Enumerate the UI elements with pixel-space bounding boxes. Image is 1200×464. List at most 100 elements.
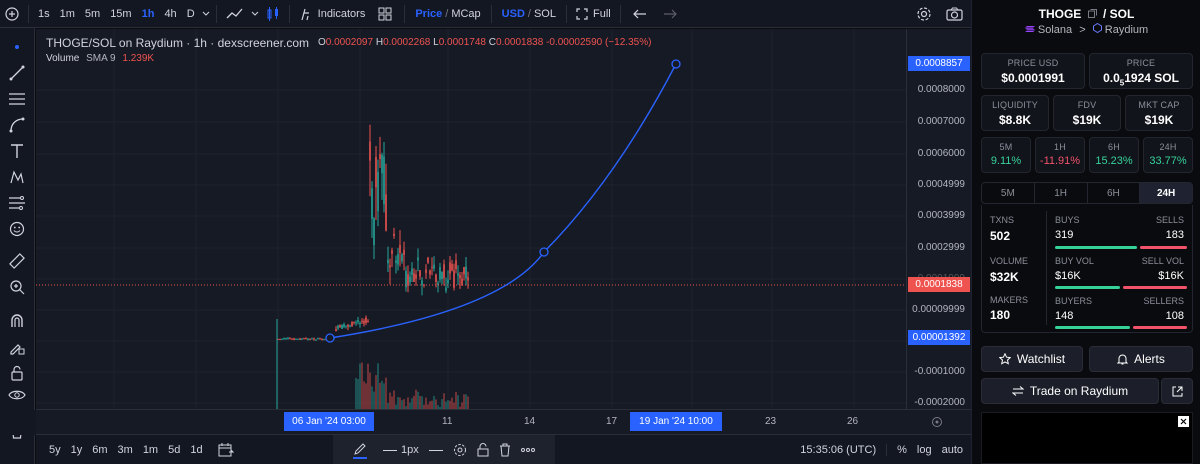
price-mcap-toggle[interactable]: Price / MCap: [409, 0, 486, 28]
interval-1h[interactable]: 1h: [141, 7, 155, 20]
range-5d[interactable]: 5d: [168, 443, 181, 456]
interval-5m[interactable]: 5m: [84, 7, 101, 20]
delete-drawing-icon[interactable]: [499, 443, 511, 457]
drawing-settings-icon[interactable]: [453, 443, 467, 457]
dex-name[interactable]: Raydium: [1104, 24, 1149, 36]
utc-clock[interactable]: 15:35:06 (UTC): [800, 443, 877, 456]
pencil-color-icon[interactable]: [353, 442, 367, 459]
drawn-curve[interactable]: [329, 63, 677, 339]
tab-1h[interactable]: 1H: [1035, 183, 1088, 203]
range-5y[interactable]: 5y: [49, 443, 61, 456]
tab-24h[interactable]: 24H: [1140, 183, 1192, 203]
stroke-width-selector[interactable]: 1px: [383, 444, 419, 456]
copy-icon[interactable]: [1087, 9, 1097, 18]
interval-4h[interactable]: 4h: [164, 7, 177, 20]
tab-5m[interactable]: 5M: [982, 183, 1035, 203]
curve-tool-icon[interactable]: [6, 114, 28, 136]
pattern-tool-icon[interactable]: [6, 166, 28, 188]
price-axis-label: 0.0007000: [917, 116, 965, 127]
candle-body: [371, 188, 373, 219]
goto-date-icon[interactable]: [218, 442, 234, 457]
range-1d[interactable]: 1d: [190, 443, 203, 456]
usd-sol-toggle[interactable]: USD / SOL: [496, 0, 562, 28]
indicators-button[interactable]: Indicators: [294, 0, 371, 28]
horizontal-lines-icon[interactable]: [6, 88, 28, 110]
alerts-button[interactable]: Alerts: [1089, 346, 1193, 372]
time-axis-label: 26: [847, 416, 859, 427]
range-1y[interactable]: 1y: [70, 443, 83, 456]
candle-body: [335, 329, 337, 331]
ad-banner[interactable]: [981, 412, 1193, 464]
full-button[interactable]: Full: [571, 0, 616, 28]
interval-1m[interactable]: 1m: [59, 7, 75, 20]
candle-body: [367, 320, 369, 322]
chevron-down-icon[interactable]: [249, 0, 261, 28]
candle-body: [355, 322, 357, 324]
chart-canvas[interactable]: [36, 29, 906, 409]
auto-toggle[interactable]: auto: [941, 443, 963, 456]
settings-gear-icon[interactable]: [910, 0, 938, 28]
interval-15m[interactable]: 15m: [110, 7, 132, 20]
external-link-button[interactable]: [1161, 378, 1193, 404]
chain-name[interactable]: Solana: [1037, 24, 1073, 36]
percent-toggle[interactable]: %: [886, 443, 912, 456]
more-options-icon[interactable]: [520, 448, 535, 452]
bell-icon: [1117, 353, 1129, 365]
line-style-icon[interactable]: [428, 449, 443, 451]
curve-handle[interactable]: [325, 333, 335, 343]
cursor-dot-icon[interactable]: [6, 36, 28, 58]
candle-body: [437, 282, 439, 285]
unlock-icon[interactable]: [477, 443, 489, 457]
eye-icon[interactable]: [6, 384, 28, 406]
candle-body: [425, 269, 427, 274]
magnet-icon[interactable]: [6, 310, 28, 332]
smiley-icon[interactable]: [6, 218, 28, 240]
redo-icon[interactable]: [655, 0, 685, 28]
log-toggle[interactable]: log: [916, 443, 932, 456]
interval-d[interactable]: D: [186, 7, 195, 20]
change-24h-card[interactable]: 24H 33.77%: [1143, 137, 1193, 173]
lock-icon[interactable]: [6, 362, 28, 384]
range-1m[interactable]: 1m: [142, 443, 159, 456]
layouts-icon[interactable]: [370, 0, 400, 28]
tab-6h[interactable]: 6H: [1088, 183, 1141, 203]
range-6m[interactable]: 6m: [92, 443, 108, 456]
volume-legend[interactable]: Volume SMA 9 1.239K: [46, 53, 154, 64]
curve-handle[interactable]: [539, 247, 549, 257]
ruler-icon[interactable]: [6, 250, 28, 272]
range-3m[interactable]: 3m: [117, 443, 133, 456]
price-axis-label: 0.0008000: [917, 84, 965, 95]
text-tool-icon[interactable]: [6, 140, 28, 162]
interval-1s[interactable]: 1s: [38, 7, 50, 20]
price-option[interactable]: Price: [415, 7, 443, 20]
time-axis[interactable]: 06 Jan '24 03:00 11 14 17 19 Jan '24 10:…: [0, 409, 971, 435]
candle-body: [387, 259, 389, 264]
price-axis[interactable]: 0.0008857 0.0008000 0.0007000 0.0006000 …: [906, 29, 971, 409]
add-symbol-icon[interactable]: [0, 0, 24, 28]
change-1h-card[interactable]: 1H -11.91%: [1035, 137, 1085, 173]
undo-icon[interactable]: [625, 0, 655, 28]
volume-bar: [389, 392, 391, 409]
trend-line-icon[interactable]: [6, 62, 28, 84]
sol-option[interactable]: SOL: [533, 7, 556, 20]
candle-body: [309, 338, 311, 340]
watchlist-button[interactable]: Watchlist: [981, 346, 1083, 372]
price-chart[interactable]: THOGE/SOL on Raydium · 1h · dexscreener.…: [36, 29, 906, 409]
change-6h-card[interactable]: 6H 15.23%: [1089, 137, 1139, 173]
chevron-down-icon[interactable]: [200, 0, 212, 28]
trade-button[interactable]: Trade on Raydium: [981, 378, 1159, 404]
line-chart-type-icon[interactable]: [221, 0, 249, 28]
candle-body: [433, 264, 435, 269]
close-icon[interactable]: [1178, 416, 1189, 427]
candles-chart-type-icon[interactable]: [261, 0, 285, 28]
zoom-in-icon[interactable]: [6, 276, 28, 298]
camera-icon[interactable]: [938, 0, 971, 28]
change-5m-card[interactable]: 5M 9.11%: [981, 137, 1031, 173]
mcap-option[interactable]: MCap: [451, 7, 481, 20]
curve-handle[interactable]: [671, 59, 681, 69]
lock-draw-icon[interactable]: [6, 336, 28, 358]
ohlc-open-label: O: [318, 37, 326, 48]
axis-settings-icon[interactable]: [931, 416, 943, 428]
forecast-tool-icon[interactable]: [6, 192, 28, 214]
usd-option[interactable]: USD: [501, 7, 525, 20]
